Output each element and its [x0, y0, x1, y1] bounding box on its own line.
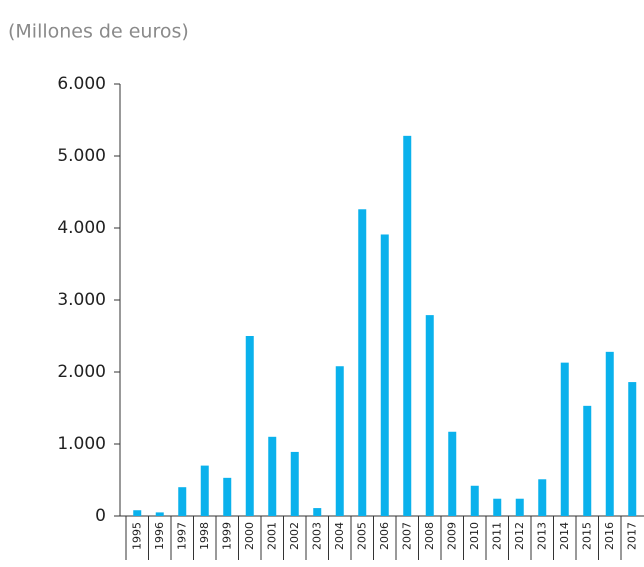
- x-tick-label: 2014: [558, 522, 571, 550]
- x-tick-label: 2017: [625, 522, 638, 550]
- bar: [223, 477, 232, 516]
- x-tick-label: 2003: [310, 522, 323, 550]
- x-tick-label: 1996: [153, 522, 166, 550]
- bar: [155, 512, 164, 516]
- x-tick-label: 1995: [130, 522, 143, 550]
- x-tick-label: 2013: [535, 522, 548, 550]
- x-tick-label: 2009: [445, 522, 458, 550]
- x-tick-label: 2016: [603, 522, 616, 550]
- x-tick-label: 2000: [243, 522, 256, 550]
- bar: [493, 498, 502, 516]
- y-tick-label: 6.000: [57, 74, 106, 94]
- x-tick-label: 2006: [378, 522, 391, 550]
- bar: [583, 405, 592, 516]
- x-tick-label: 2001: [265, 522, 278, 550]
- chart-title: (Millones de euros): [8, 21, 189, 43]
- bar: [178, 487, 187, 516]
- bar: [515, 498, 524, 516]
- x-tick-label: 2015: [580, 522, 593, 550]
- x-tick-label: 2004: [333, 522, 346, 550]
- bar: [380, 234, 389, 517]
- x-tick-label: 1997: [175, 522, 188, 550]
- x-tick-label: 1998: [198, 522, 211, 550]
- x-tick-label: 2011: [490, 522, 503, 550]
- x-tick-label: 2008: [423, 522, 436, 550]
- bar: [470, 485, 479, 516]
- bar: [560, 362, 569, 516]
- bar: [605, 351, 614, 516]
- y-tick-label: 5.000: [57, 146, 106, 166]
- bar: [403, 135, 412, 516]
- x-tick-label: 1999: [220, 522, 233, 550]
- bar: [313, 508, 322, 516]
- bar: [268, 436, 277, 516]
- x-tick-label: 2005: [355, 522, 368, 550]
- bar: [425, 315, 434, 516]
- x-tick-label: 2012: [513, 522, 526, 550]
- bar: [200, 465, 209, 516]
- y-tick-label: 0: [95, 506, 106, 526]
- bar: [290, 451, 299, 516]
- y-tick-label: 2.000: [57, 362, 106, 382]
- bar: [335, 366, 344, 516]
- y-tick-label: 1.000: [57, 434, 106, 454]
- y-tick-label: 3.000: [57, 290, 106, 310]
- bar: [448, 431, 457, 516]
- bar: [133, 510, 142, 516]
- x-tick-label: 2002: [288, 522, 301, 550]
- bar: [358, 209, 367, 516]
- bar: [628, 382, 637, 516]
- x-tick-label: 2007: [400, 522, 413, 550]
- x-tick-label: 2010: [468, 522, 481, 550]
- bar: [538, 479, 547, 516]
- bar: [245, 336, 254, 516]
- y-tick-label: 4.000: [57, 218, 106, 238]
